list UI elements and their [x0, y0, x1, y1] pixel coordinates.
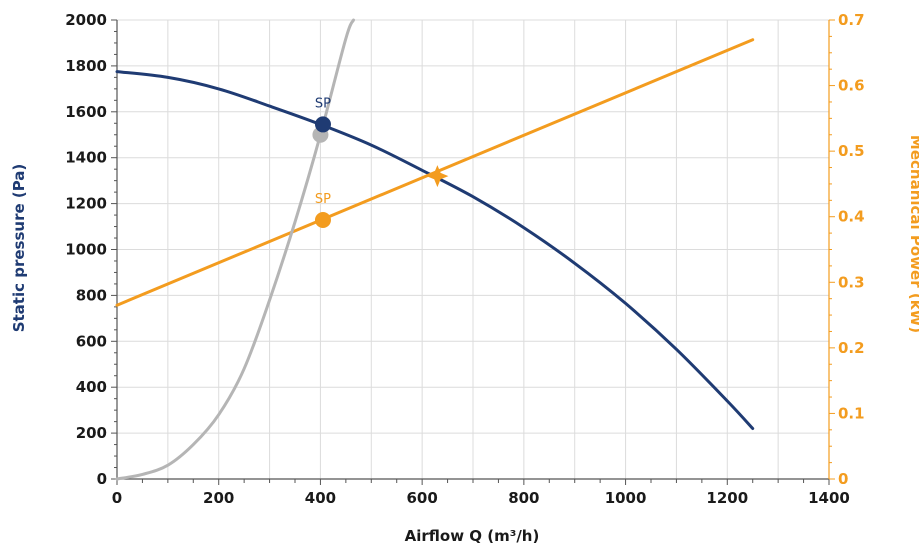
- y2-tick-label: 0: [838, 470, 848, 488]
- x-tick-label: 600: [406, 489, 437, 507]
- x-tick-label: 800: [508, 489, 539, 507]
- x-tick-label: 400: [305, 489, 336, 507]
- y-tick-label: 1400: [65, 149, 107, 167]
- x-tick-label: 1400: [808, 489, 850, 507]
- y2-tick-label: 0.4: [838, 208, 865, 226]
- y-tick-label: 1600: [65, 103, 107, 121]
- operating-point-marker: [314, 211, 331, 228]
- operating-point-label: SP: [315, 96, 331, 111]
- operating-point-label: SP: [315, 192, 331, 207]
- x-axis-title: Airflow Q (m³/h): [405, 527, 540, 545]
- intersection-star-marker: [426, 165, 449, 188]
- x-tick-label: 200: [203, 489, 234, 507]
- axes: [111, 19, 835, 485]
- tick-labels: 0 200 400 600 800 1000 1200 1400020040060080010…: [65, 11, 864, 507]
- y2-axis-title: Mechanical Power (kW): [907, 135, 919, 333]
- y-tick-label: 0: [97, 470, 107, 488]
- y-tick-label: 1800: [65, 57, 107, 75]
- y-tick-label: 800: [76, 286, 107, 304]
- grid: [117, 19, 829, 479]
- x-tick-label: 1200: [706, 489, 748, 507]
- y2-tick-label: 0.5: [838, 142, 865, 160]
- y-tick-label: 1200: [65, 195, 107, 213]
- y-tick-label: 200: [76, 424, 107, 442]
- y-tick-label: 600: [76, 332, 107, 350]
- y2-tick-label: 0.6: [838, 77, 865, 95]
- markers-group: SP SP: [312, 96, 449, 228]
- x-tick-label: 1000: [605, 489, 647, 507]
- y2-tick-label: 0.1: [838, 404, 865, 422]
- y2-tick-label: 0.3: [838, 273, 865, 291]
- operating-point-marker: [314, 116, 331, 133]
- y-tick-label: 1000: [65, 241, 107, 259]
- y-tick-label: 2000: [65, 11, 107, 29]
- x-tick-label: 0: [112, 489, 122, 507]
- y-tick-label: 400: [76, 378, 107, 396]
- y2-tick-label: 0.7: [838, 11, 865, 29]
- series-line-pressure-curve: [115, 70, 755, 430]
- series-line-system-curve: [115, 18, 355, 481]
- y-axis-title: Static pressure (Pa): [10, 164, 28, 333]
- y2-tick-label: 0.2: [838, 339, 865, 357]
